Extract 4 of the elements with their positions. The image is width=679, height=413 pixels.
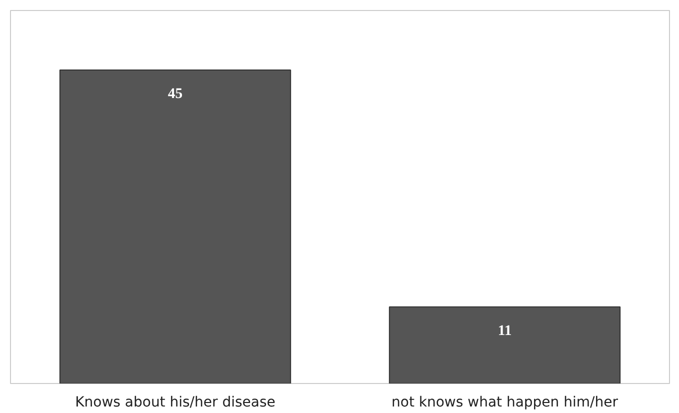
data-label: 45	[168, 86, 183, 102]
data-label: 11	[498, 322, 512, 339]
x-tick-label: Knows about his/her disease	[75, 394, 276, 410]
x-tick-label: not knows what happen him/her	[392, 394, 618, 410]
